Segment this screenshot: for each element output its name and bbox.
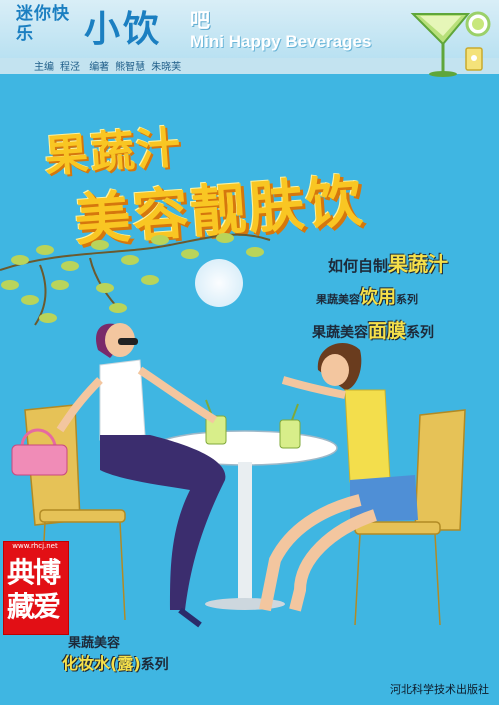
subtitle-3-suffix: 系列: [406, 325, 435, 341]
authors-role: 编著: [89, 62, 110, 73]
right-woman: [259, 342, 418, 612]
series-name-small: 迷你快乐: [16, 4, 70, 44]
publisher: 河北科学技术出版社: [390, 683, 489, 696]
author-1: 熊智慧: [115, 62, 146, 73]
stamp-url: www.rhcj.net: [12, 542, 58, 550]
subtitle-1: 如何自制果蔬汁: [328, 248, 448, 277]
cocktail-glass-icon: [410, 11, 491, 77]
handbag: [11, 428, 68, 476]
subtitle-2: 果蔬美容饮用系列: [316, 283, 418, 309]
lower-series-line-1: 果蔬美容: [68, 636, 121, 651]
stamp-characters: 典博藏爱: [7, 556, 61, 623]
editor-role: 主编: [34, 62, 54, 73]
left-woman: [56, 323, 226, 628]
credit-band: [0, 58, 499, 74]
subtitle-1-prefix: 如何自制: [328, 257, 389, 275]
lower-series-line-2: 化妆水(露)系列: [62, 650, 169, 674]
subtitle-2-prefix: 果蔬美容: [316, 293, 360, 306]
subtitle-2-highlight: 饮用: [360, 287, 396, 308]
moon: [195, 259, 243, 307]
credits-line: 主编 程泾 编著 熊智慧 朱晓芙: [34, 58, 187, 73]
cafe-illustration: [0, 233, 466, 628]
right-chair: [354, 409, 466, 626]
subtitle-3-highlight: 面膜: [368, 320, 407, 342]
series-name-big: 小饮: [84, 9, 163, 50]
series-header-band: [0, 0, 499, 62]
subtitle-2-suffix: 系列: [396, 293, 418, 306]
subtitle-3: 果蔬美容面膜系列: [312, 316, 434, 343]
series-name-english: Mini Happy Beverages: [190, 32, 372, 51]
author-2: 朱晓芙: [151, 62, 182, 73]
subtitle-3-prefix: 果蔬美容: [312, 325, 368, 341]
series-name-bar: 吧: [190, 8, 210, 32]
editor-name: 程泾: [60, 62, 80, 73]
leaves: [1, 233, 264, 323]
lower-series-suffix: 系列: [140, 657, 169, 673]
collector-stamp: [3, 541, 69, 635]
subtitle-1-highlight: 果蔬汁: [388, 252, 449, 276]
lower-series-highlight: 化妆水(露): [62, 654, 141, 673]
